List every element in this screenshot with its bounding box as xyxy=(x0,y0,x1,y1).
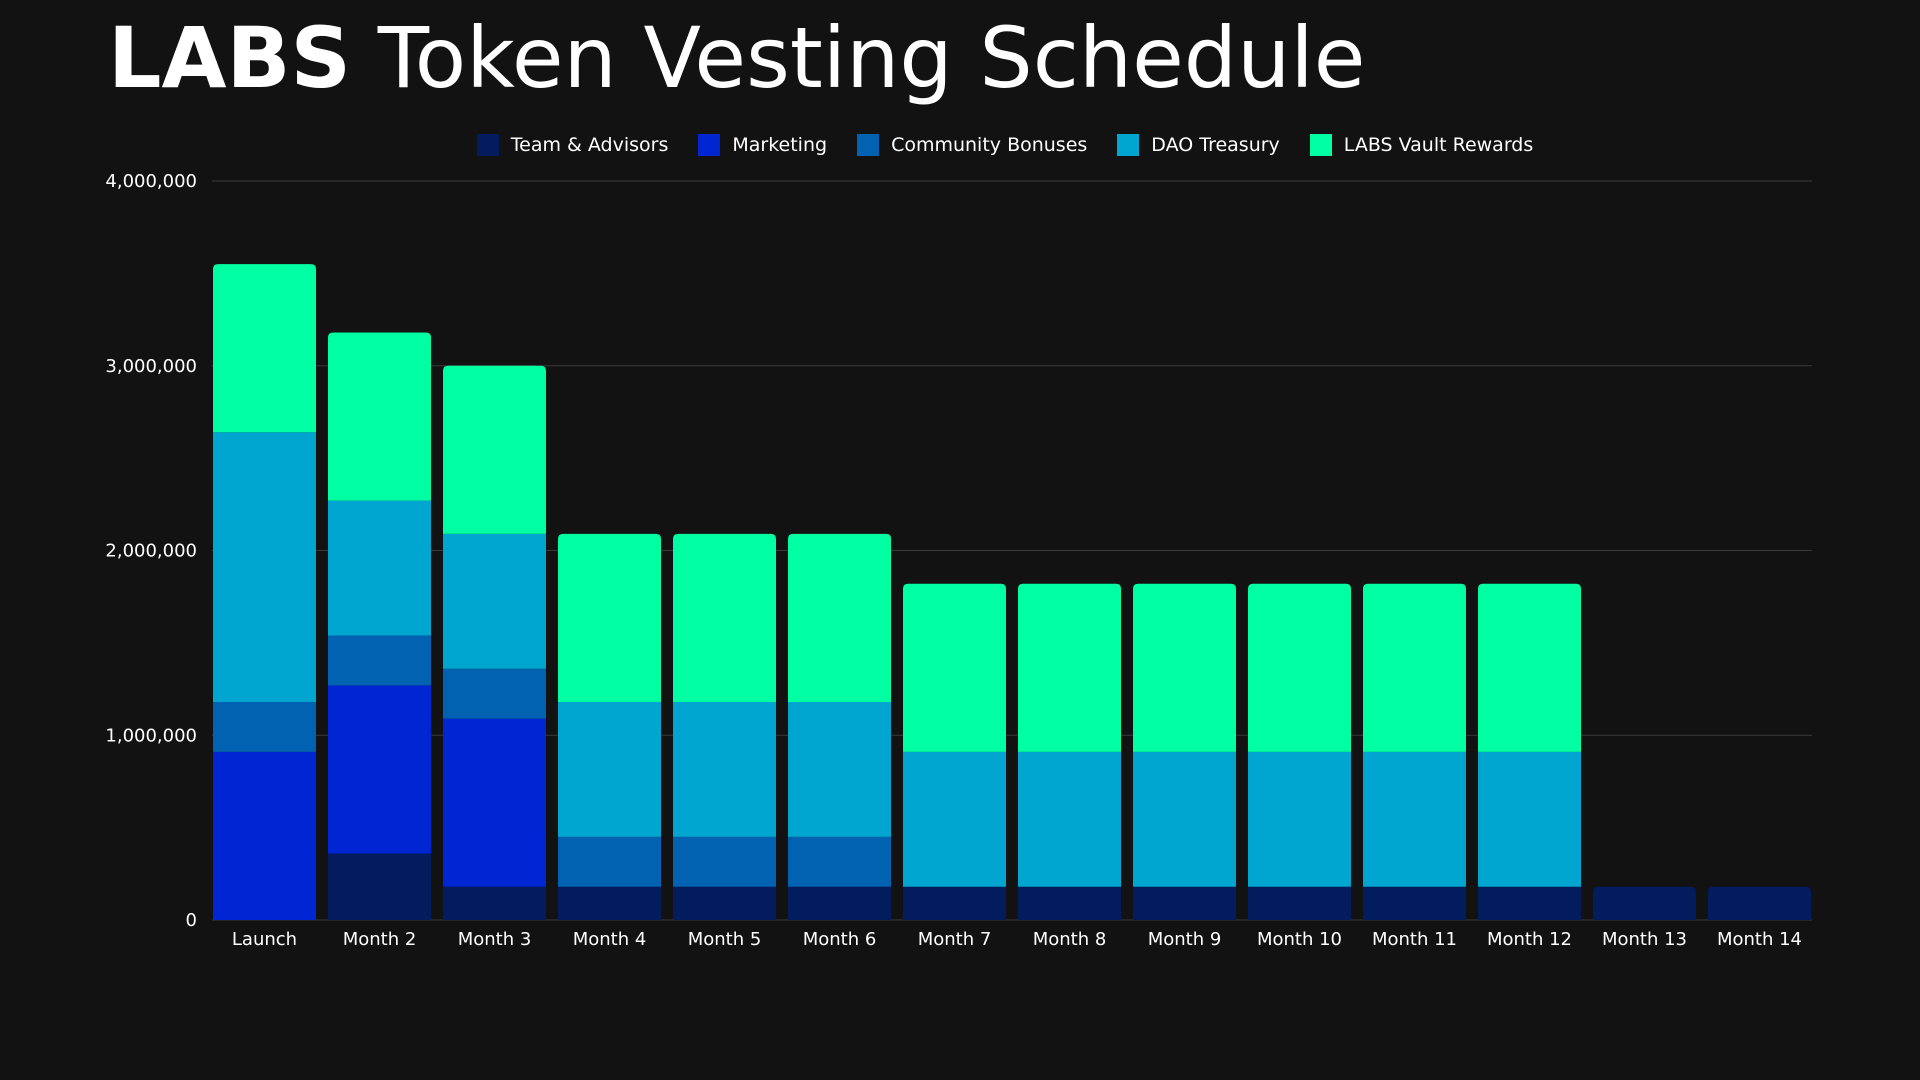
x-tick-label: Month 5 xyxy=(688,929,762,950)
x-tick-label: Month 2 xyxy=(343,929,417,950)
bar-segment xyxy=(1018,751,1121,887)
y-tick-label: 0 xyxy=(186,910,197,931)
y-tick-label: 4,000,000 xyxy=(105,171,197,192)
bar-segment xyxy=(1133,751,1236,887)
bar-segment xyxy=(328,635,431,686)
x-tick-label: Month 7 xyxy=(918,929,992,950)
bar-segment xyxy=(1478,583,1581,752)
bar-segment xyxy=(328,853,431,920)
bar-segment xyxy=(1478,751,1581,887)
x-tick-label: Launch xyxy=(232,929,297,950)
bar-segment xyxy=(673,701,776,837)
bar-segment xyxy=(443,533,546,669)
bar-segment xyxy=(328,500,431,636)
legend-label: Community Bonuses xyxy=(891,134,1088,156)
x-tick-label: Month 4 xyxy=(573,929,647,950)
legend-swatch xyxy=(1117,134,1140,156)
chart-title: LABS Token Vesting Schedule xyxy=(108,8,1365,109)
bar-segment xyxy=(443,886,546,920)
bar-segment xyxy=(1363,751,1466,887)
bar-segment xyxy=(1363,886,1466,920)
title-brand: LABS xyxy=(108,9,352,107)
bar-segment xyxy=(1363,583,1466,752)
legend-item: Community Bonuses xyxy=(857,134,1087,156)
bar-segment xyxy=(1248,886,1351,920)
bar-segment xyxy=(443,365,546,534)
bar-segment xyxy=(1478,886,1581,920)
legend-swatch xyxy=(1309,134,1332,156)
legend-swatch xyxy=(698,134,721,156)
bar-segment xyxy=(1018,886,1121,920)
legend-label: DAO Treasury xyxy=(1151,134,1280,156)
bar-segment xyxy=(443,718,546,887)
legend-label: LABS Vault Rewards xyxy=(1343,134,1534,156)
legend-swatch xyxy=(476,134,499,156)
x-tick-label: Month 9 xyxy=(1148,929,1222,950)
legend-label: Marketing xyxy=(732,134,828,156)
x-tick-label: Month 13 xyxy=(1602,929,1687,950)
bar-segment xyxy=(558,836,661,887)
bar-segment xyxy=(1708,886,1811,920)
bar-segment xyxy=(1018,583,1121,752)
x-tick-label: Month 3 xyxy=(458,929,532,950)
legend-item: LABS Vault Rewards xyxy=(1309,134,1534,156)
bar-segment xyxy=(213,432,316,702)
bar-segment xyxy=(328,685,431,854)
bar-segment xyxy=(788,533,891,702)
bar-segment xyxy=(788,701,891,837)
bar-segment xyxy=(213,751,316,920)
y-tick-label: 3,000,000 xyxy=(105,356,197,377)
bar-segment xyxy=(903,583,1006,752)
legend-swatch xyxy=(857,134,880,156)
bar-segment xyxy=(1248,751,1351,887)
legend-item: DAO Treasury xyxy=(1117,134,1280,156)
bar-segment xyxy=(903,751,1006,887)
y-tick-label: 1,000,000 xyxy=(105,725,197,746)
bar-segment xyxy=(213,701,316,752)
bar-segment xyxy=(558,701,661,837)
bar-segment xyxy=(1133,886,1236,920)
x-tick-label: Month 10 xyxy=(1257,929,1342,950)
bar-segment xyxy=(1593,886,1696,920)
legend-item: Team & Advisors xyxy=(476,134,669,156)
bar-segment xyxy=(328,332,431,501)
bar-segment xyxy=(788,836,891,887)
legend-label: Team & Advisors xyxy=(510,134,669,156)
x-tick-label: Month 6 xyxy=(803,929,877,950)
bar-segment xyxy=(673,533,776,702)
bar-segment xyxy=(213,264,316,433)
bar-segment xyxy=(443,668,546,719)
bar-segment xyxy=(1133,583,1236,752)
bar-segment xyxy=(788,886,891,920)
chart-legend: Team & Advisors Marketing Community Bonuse… xyxy=(0,134,1920,156)
bar-segment xyxy=(558,533,661,702)
bar-segment xyxy=(673,836,776,887)
bar-segment xyxy=(558,886,661,920)
bar-segment xyxy=(1248,583,1351,752)
x-tick-label: Month 12 xyxy=(1487,929,1572,950)
bar-segment xyxy=(903,886,1006,920)
title-text: Token Vesting Schedule xyxy=(377,9,1366,107)
legend-item: Marketing xyxy=(698,134,827,156)
x-tick-label: Month 11 xyxy=(1372,929,1457,950)
bar-segment xyxy=(673,886,776,920)
y-tick-label: 2,000,000 xyxy=(105,541,197,562)
x-tick-label: Month 14 xyxy=(1717,929,1802,950)
x-tick-label: Month 8 xyxy=(1033,929,1107,950)
